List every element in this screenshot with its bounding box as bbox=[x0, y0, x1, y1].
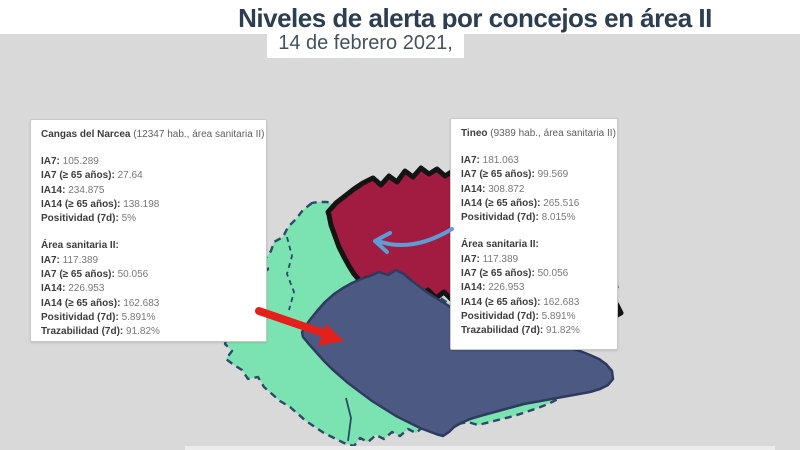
stat-label: IA14: bbox=[461, 183, 489, 195]
stat-label: IA7 (≥ 65 años): bbox=[461, 169, 538, 181]
stat-row: IA14 (≥ 65 años): 162.683 bbox=[461, 296, 607, 310]
area-header: Área sanitaria II: bbox=[461, 239, 539, 251]
stat-row: Positividad (7d): 5.891% bbox=[461, 310, 607, 324]
stat-row: IA14 (≥ 65 años): 265.516 bbox=[461, 197, 607, 211]
stat-label: IA14: bbox=[41, 283, 69, 295]
stat-value: 50.056 bbox=[537, 268, 569, 280]
stat-row: Positividad (7d): 5% bbox=[41, 212, 256, 226]
stat-value: 226.953 bbox=[488, 282, 525, 294]
area-stats: IA7: 117.389 IA7 (≥ 65 años): 50.056 IA14:… bbox=[461, 253, 607, 339]
stat-row: IA7: 117.389 bbox=[41, 254, 256, 268]
stat-value: 105.289 bbox=[62, 156, 99, 167]
stat-row: IA7 (≥ 65 años): 50.056 bbox=[461, 267, 607, 281]
stat-value: 27.64 bbox=[117, 170, 143, 182]
stat-row: IA7: 181.063 bbox=[461, 154, 607, 168]
municipality-stats: IA7: 181.063 IA7 (≥ 65 años): 99.569 IA14:… bbox=[461, 154, 607, 225]
stat-row: IA7: 105.289 bbox=[41, 155, 256, 169]
stat-row: IA14: 226.953 bbox=[41, 282, 256, 296]
date-subtitle: 14 de febrero 2021, bbox=[278, 32, 453, 54]
stat-value: 5.891% bbox=[121, 311, 156, 323]
stat-row: IA14: 234.875 bbox=[41, 184, 256, 198]
stat-value: 226.953 bbox=[68, 283, 105, 295]
stat-value: 234.875 bbox=[68, 184, 105, 196]
stat-row: Positividad (7d): 8.015% bbox=[461, 211, 607, 225]
municipality-name: Cangas del Narcea bbox=[41, 129, 131, 140]
map-internal-border-dashed bbox=[286, 236, 295, 311]
stat-label: IA7: bbox=[41, 156, 63, 167]
stat-label: IA7 (≥ 65 años): bbox=[461, 268, 538, 280]
stat-value: 8.015% bbox=[541, 212, 576, 224]
page-title: Niveles de alerta por concejos en área I… bbox=[238, 3, 712, 33]
stat-label: Positividad (7d): bbox=[461, 310, 542, 322]
map-internal-border-solid bbox=[345, 397, 352, 442]
stat-label: IA14 (≥ 65 años): bbox=[41, 297, 124, 309]
stat-label: IA7: bbox=[41, 254, 63, 266]
subtitle-box: 14 de febrero 2021, bbox=[267, 29, 464, 58]
stat-value: 265.516 bbox=[543, 197, 580, 209]
stat-label: Positividad (7d): bbox=[461, 212, 542, 224]
stat-row: IA14: 226.953 bbox=[461, 281, 607, 295]
stat-value: 308.872 bbox=[488, 183, 525, 195]
stat-label: Trazabilidad (7d): bbox=[41, 326, 127, 338]
stat-label: IA7 (≥ 65 años): bbox=[41, 170, 118, 182]
stat-label: IA14 (≥ 65 años): bbox=[41, 198, 124, 210]
area-header: Área sanitaria II: bbox=[41, 240, 119, 252]
stat-row: IA7 (≥ 65 años): 27.64 bbox=[41, 169, 256, 183]
stat-value: 99.569 bbox=[537, 169, 569, 181]
stat-value: 181.063 bbox=[482, 155, 519, 166]
info-box-cangas: Cangas del Narcea (12347 hab., área sani… bbox=[30, 119, 267, 342]
stat-row: Trazabilidad (7d): 91.82% bbox=[461, 324, 607, 338]
stat-label: IA14 (≥ 65 años): bbox=[461, 296, 544, 308]
stat-value: 5.891% bbox=[541, 310, 576, 322]
stat-value: 162.683 bbox=[123, 297, 160, 309]
stat-value: 91.82% bbox=[126, 326, 160, 338]
stat-value: 117.389 bbox=[482, 253, 519, 265]
stat-row: IA7 (≥ 65 años): 50.056 bbox=[41, 268, 256, 282]
stat-row: IA14 (≥ 65 años): 162.683 bbox=[41, 297, 256, 311]
stat-row: Trazabilidad (7d): 91.82% bbox=[41, 325, 256, 339]
municipality-header: Cangas del Narcea (12347 hab., área sani… bbox=[41, 128, 264, 142]
stat-value: 91.82% bbox=[546, 325, 580, 337]
info-box-tineo: Tineo (9389 hab., área sanitaria II) IA7… bbox=[450, 118, 618, 350]
stat-label: Positividad (7d): bbox=[41, 311, 122, 323]
stat-value: 117.389 bbox=[62, 254, 99, 266]
map-region-cangas bbox=[300, 268, 615, 438]
stat-row: IA14 (≥ 65 años): 138.198 bbox=[41, 198, 256, 212]
stat-label: IA7: bbox=[461, 253, 483, 265]
stat-label: IA14: bbox=[41, 184, 69, 196]
area-stats: IA7: 117.389 IA7 (≥ 65 años): 50.056 IA14:… bbox=[41, 254, 256, 340]
stat-value: 50.056 bbox=[117, 269, 149, 281]
stat-row: IA14: 308.872 bbox=[461, 183, 607, 197]
title-strip: Niveles de alerta por concejos en área I… bbox=[0, 0, 800, 34]
municipality-stats: IA7: 105.289 IA7 (≥ 65 años): 27.64 IA14: … bbox=[41, 155, 256, 226]
stat-label: IA7 (≥ 65 años): bbox=[41, 269, 118, 281]
stat-row: IA7: 117.389 bbox=[461, 253, 607, 267]
stat-value: 162.683 bbox=[543, 296, 580, 308]
municipality-detail: (9389 hab., área sanitaria II) bbox=[490, 128, 616, 139]
municipality-name: Tineo bbox=[461, 128, 488, 139]
stat-value: 5% bbox=[121, 213, 137, 225]
stat-label: Trazabilidad (7d): bbox=[461, 325, 547, 337]
municipality-detail: (12347 hab., área sanitaria II) bbox=[133, 129, 265, 140]
stat-label: Positividad (7d): bbox=[41, 213, 122, 225]
municipality-header: Tineo (9389 hab., área sanitaria II) bbox=[461, 127, 616, 141]
stat-row: IA7 (≥ 65 años): 99.569 bbox=[461, 168, 607, 182]
stat-label: IA14: bbox=[461, 282, 489, 294]
stat-row: Positividad (7d): 5.891% bbox=[41, 311, 256, 325]
stat-label: IA7: bbox=[461, 155, 483, 166]
stat-value: 138.198 bbox=[123, 198, 160, 210]
stat-label: IA14 (≥ 65 años): bbox=[461, 197, 544, 209]
bottom-strip bbox=[185, 446, 775, 450]
